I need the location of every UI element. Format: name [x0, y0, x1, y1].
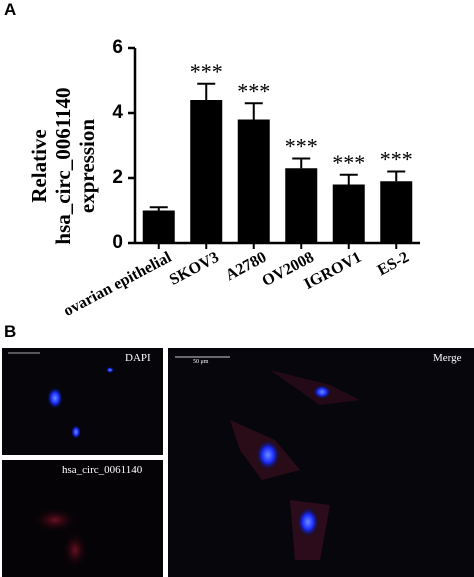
image-label: Merge — [433, 352, 462, 364]
nucleus — [47, 387, 63, 409]
significance-label: *** — [332, 150, 365, 175]
cell — [63, 532, 87, 568]
nucleus — [106, 367, 114, 373]
x-tick-label: SKOV3 — [167, 249, 222, 289]
image-label: DAPI — [125, 352, 151, 364]
cell — [33, 508, 77, 532]
merge-image — [168, 348, 474, 577]
bar — [190, 100, 223, 243]
scale-label: 50 μm — [193, 359, 209, 365]
significance-label: *** — [190, 59, 223, 84]
x-tick-label: ES-2 — [375, 249, 412, 279]
nucleus — [313, 385, 331, 399]
bar — [237, 119, 270, 243]
y-tick-label: 2 — [112, 167, 123, 188]
y-tick-label: 0 — [112, 232, 123, 253]
bar — [285, 168, 318, 243]
image-label: hsa_circ_0061140 — [62, 464, 143, 476]
bar — [142, 210, 175, 243]
significance-label: *** — [237, 78, 270, 103]
bar — [332, 184, 365, 243]
y-tick-label: 6 — [112, 37, 123, 58]
panel-label: B — [4, 322, 17, 341]
x-tick-label: ovarian epithelial — [61, 249, 175, 320]
circ-image — [2, 460, 163, 577]
y-tick-label: 4 — [112, 102, 123, 123]
significance-label: *** — [285, 134, 318, 159]
cell — [290, 500, 330, 560]
cell — [230, 420, 300, 480]
nucleus — [71, 425, 81, 439]
nucleus — [256, 440, 280, 470]
bar — [380, 181, 413, 243]
cell — [270, 370, 360, 405]
significance-label: *** — [380, 147, 413, 172]
nucleus — [297, 507, 319, 537]
dapi-image — [2, 348, 163, 455]
panel-label: A — [4, 0, 17, 19]
